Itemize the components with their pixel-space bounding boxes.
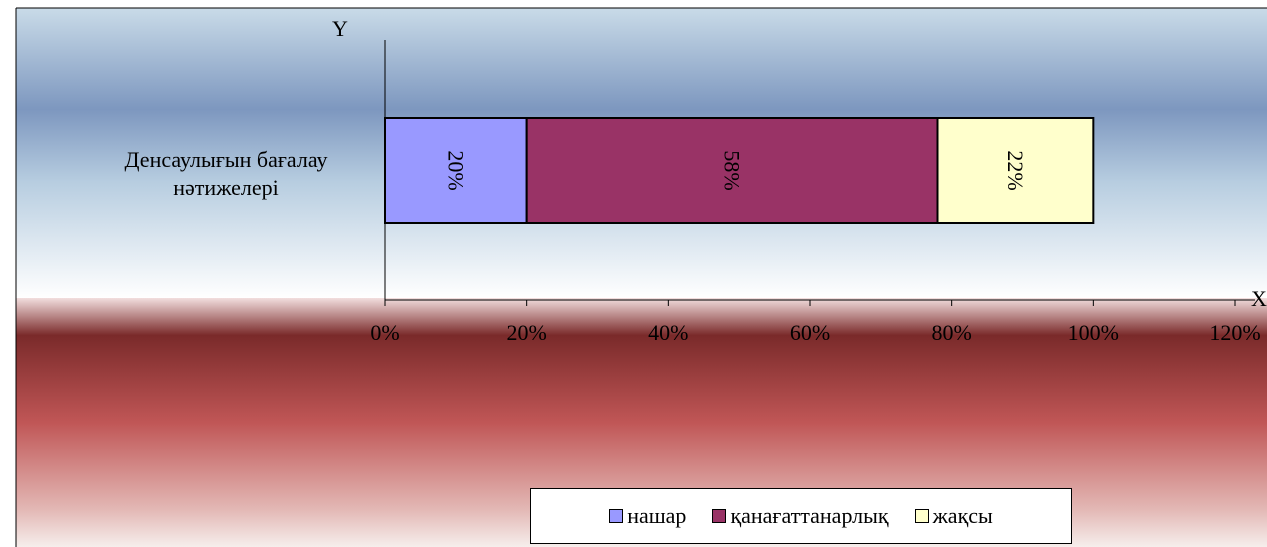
- x-tick-label: 60%: [790, 320, 830, 345]
- x-tick-label: 100%: [1068, 320, 1119, 345]
- bars: 20% 58% 22%: [384, 117, 1095, 224]
- legend-swatch-zhaqsy: [914, 509, 929, 523]
- data-label-1: 58%: [720, 150, 745, 190]
- x-tick-label: 80%: [932, 320, 972, 345]
- y-axis-letter: Y: [332, 16, 348, 41]
- legend-item-nashar: нашар: [609, 503, 686, 529]
- x-tick-label: 0%: [370, 320, 399, 345]
- x-tick-label: 20%: [507, 320, 547, 345]
- legend-item-qanagattanarlyq: қанағаттанарлық: [712, 503, 889, 529]
- x-tick-labels: 0% 20% 40% 60% 80% 100% 120%: [370, 320, 1260, 345]
- x-ticks: [384, 300, 1236, 306]
- x-tick-label: 120%: [1209, 320, 1260, 345]
- bar-segment-0: [384, 117, 528, 224]
- data-label-0: 20%: [443, 150, 468, 190]
- bar-segment-1: [525, 117, 939, 224]
- legend-swatch-qanagattanarlyq: [712, 509, 727, 523]
- legend: нашар қанағаттанарлық жақсы: [530, 488, 1072, 544]
- legend-swatch-nashar: [609, 509, 624, 523]
- x-tick-label: 40%: [648, 320, 688, 345]
- legend-label-nashar: нашар: [627, 503, 687, 528]
- x-axis-letter: X: [1251, 286, 1267, 311]
- bar-segment-2: [936, 117, 1095, 224]
- legend-item-zhaqsy: жақсы: [914, 503, 993, 529]
- legend-label-zhaqsy: жақсы: [932, 503, 993, 528]
- legend-label-qanagattanarlyq: қанағаттанарлық: [730, 503, 889, 528]
- category-label: Денсаулығын бағалау нәтижелері: [124, 147, 328, 200]
- data-label-2: 22%: [1003, 150, 1028, 190]
